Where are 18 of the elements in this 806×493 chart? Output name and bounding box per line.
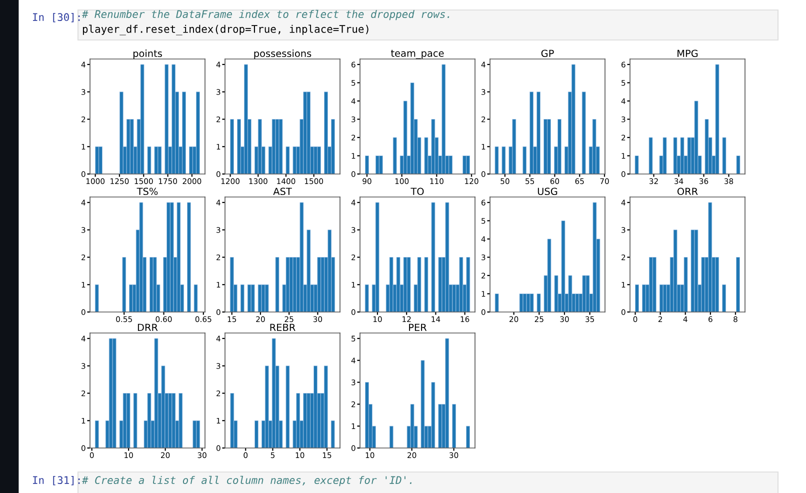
chart-title: team_pace <box>390 50 444 59</box>
chart-title: USG <box>538 188 558 196</box>
chart-title: DRR <box>138 324 158 331</box>
text: In [31]: <box>33 476 80 486</box>
chart-title: points <box>133 50 162 59</box>
chart-title: AST <box>273 188 292 196</box>
chart-title: MPG <box>678 50 698 58</box>
text: # Create a list of all column names, except for 'ID'. <box>82 476 412 486</box>
chart-title: REBR <box>270 324 296 331</box>
chart-title: ORR <box>677 188 698 196</box>
text: In [30]: <box>33 12 80 22</box>
chart-title: PER <box>409 324 427 331</box>
chart-title: GP <box>541 50 554 58</box>
chart-title: TO <box>410 188 424 196</box>
text: # Renumber the DataFrame index to reflect the dropped rows. <box>82 10 450 20</box>
chart-title: possessions <box>254 50 312 59</box>
chart-title: TS% <box>136 188 158 196</box>
text: player_df.reset_index(drop=True, inplace=True) <box>82 24 368 36</box>
